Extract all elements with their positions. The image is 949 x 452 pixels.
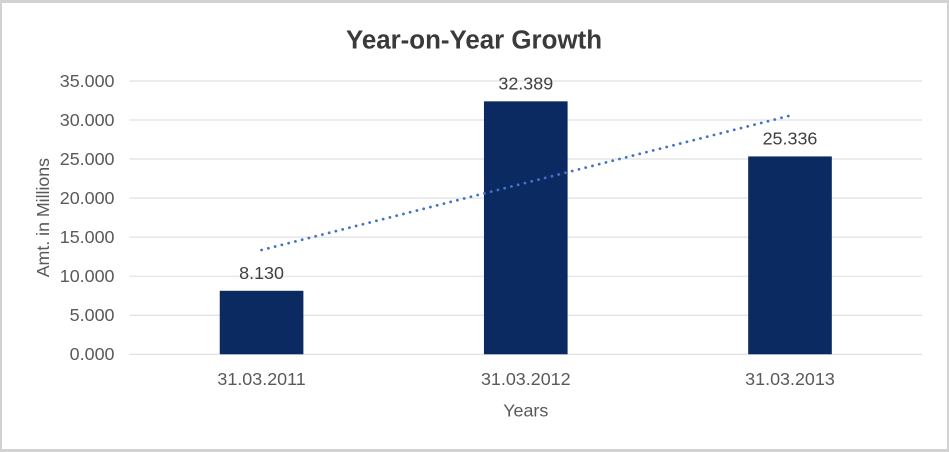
bar-value-label: 8.130 <box>239 263 284 283</box>
y-tick-label: 35.000 <box>60 71 115 91</box>
y-axis-title: Amt. in Millions <box>33 158 53 277</box>
chart-title: Year-on-Year Growth <box>346 26 602 54</box>
bar-chart: 35.000 30.000 25.000 20.000 15.000 10.000 5.00… <box>33 26 923 421</box>
x-category-label: 31.03.2012 <box>481 369 571 389</box>
bar <box>748 156 832 355</box>
trendline <box>260 114 792 252</box>
x-axis-title: Years <box>503 401 548 421</box>
trendline-layer <box>260 114 792 252</box>
bars-layer <box>219 101 832 355</box>
bar-value-label: 32.389 <box>498 74 553 94</box>
labels-layer: 35.000 30.000 25.000 20.000 15.000 10.000 5.00… <box>60 71 835 389</box>
y-tick-label: 15.000 <box>60 227 115 247</box>
y-tick-label: 5.000 <box>70 305 115 325</box>
bar <box>483 101 568 355</box>
bar-value-label: 25.336 <box>763 129 818 149</box>
y-tick-label: 10.000 <box>60 266 115 286</box>
y-tick-label: 25.000 <box>60 149 115 169</box>
y-tick-label: 0.000 <box>70 344 115 364</box>
x-category-label: 31.03.2013 <box>745 369 835 389</box>
y-tick-label: 20.000 <box>60 188 115 208</box>
x-category-label: 31.03.2011 <box>217 369 305 389</box>
bar <box>219 290 304 355</box>
y-tick-label: 30.000 <box>60 110 115 130</box>
